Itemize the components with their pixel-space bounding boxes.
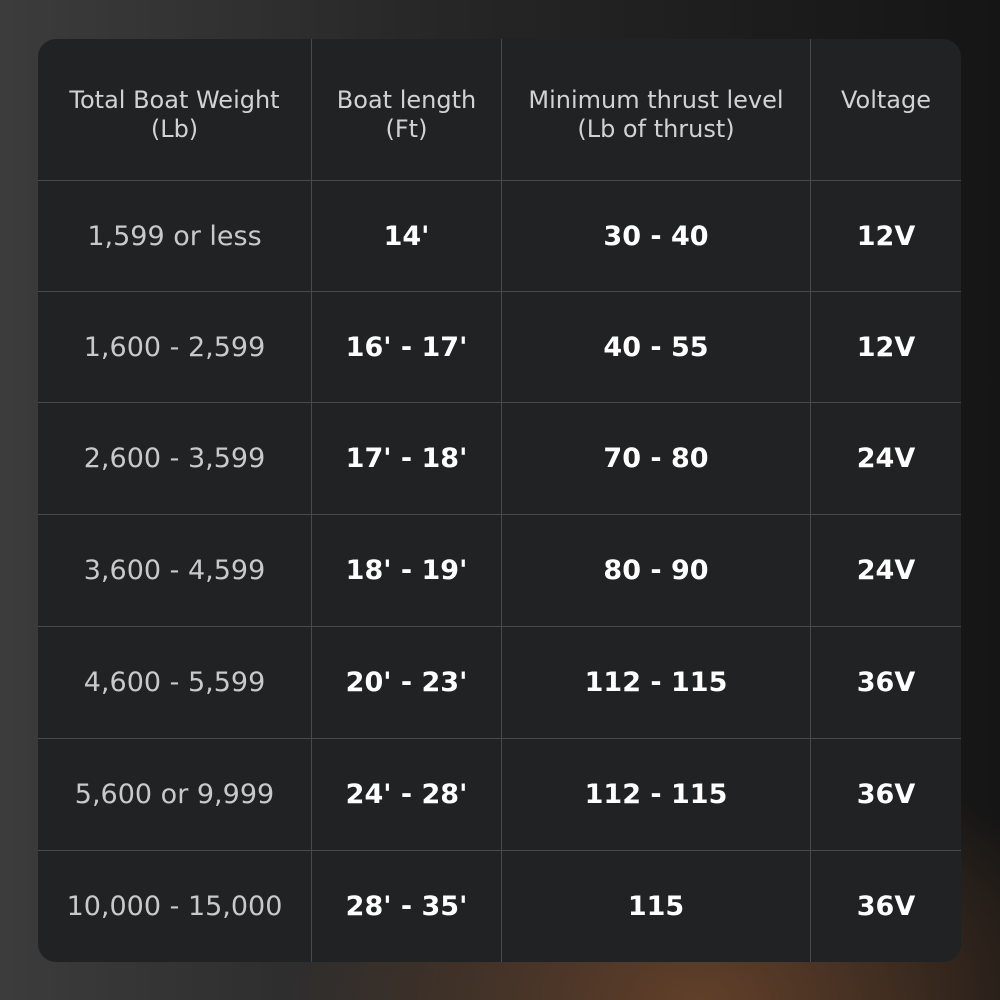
cell-text: 115 (627, 891, 685, 922)
cell-text: 20' - 23' (345, 667, 468, 698)
header-text: Boat length (336, 86, 477, 114)
table-cell: 20' - 23' (312, 627, 502, 739)
spec-table: Total Boat Weight (Lb) Boat length (Ft) Mini… (38, 39, 961, 962)
cell-text: 16' - 17' (345, 331, 468, 363)
table-cell: 10,000 - 15,000 (38, 851, 312, 962)
table-cell: 112 - 115 (502, 627, 811, 739)
table-cell: 115 (502, 851, 811, 962)
table-cell: 17' - 18' (312, 403, 502, 515)
table-cell: 36V (811, 851, 961, 962)
cell-text: 12V (856, 331, 916, 363)
table-cell: 1,599 or less (38, 181, 312, 292)
cell-text: 24V (856, 555, 916, 586)
table-cell: 4,600 - 5,599 (38, 627, 312, 739)
table-cell: 112 - 115 (502, 739, 811, 851)
table-cell: 36V (811, 739, 961, 851)
cell-text: 80 - 90 (603, 555, 709, 586)
header-text: (Lb of thrust) (577, 115, 735, 143)
table-cell: 12V (811, 181, 961, 292)
table-cell: 5,600 or 9,999 (38, 739, 312, 851)
table-cell: 18' - 19' (312, 515, 502, 627)
cell-text: 24' - 28' (345, 779, 468, 810)
table-cell: 16' - 17' (312, 292, 502, 403)
table-cell: 1,600 - 2,599 (38, 292, 312, 403)
header-cell: Boat length (Ft) (312, 39, 502, 181)
table-cell: 24V (811, 403, 961, 515)
cell-text: 40 - 55 (603, 331, 709, 363)
header-text: Minimum thrust level (528, 86, 784, 114)
cell-text: 14' (383, 220, 430, 252)
table-cell: 80 - 90 (502, 515, 811, 627)
cell-text: 5,600 or 9,999 (74, 779, 275, 810)
header-cell: Minimum thrust level (Lb of thrust) (502, 39, 811, 181)
cell-text: 36V (856, 667, 916, 698)
cell-text: 36V (856, 779, 916, 810)
cell-text: 112 - 115 (584, 667, 728, 698)
cell-text: 3,600 - 4,599 (83, 555, 266, 586)
cell-text: 70 - 80 (603, 443, 709, 474)
header-text: Total Boat Weight (69, 86, 280, 114)
cell-text: 4,600 - 5,599 (83, 667, 266, 698)
table-cell: 24V (811, 515, 961, 627)
table-cell: 70 - 80 (502, 403, 811, 515)
table-cell: 30 - 40 (502, 181, 811, 292)
cell-text: 30 - 40 (603, 220, 709, 252)
cell-text: 112 - 115 (584, 779, 728, 810)
header-text: (Ft) (385, 115, 428, 143)
cell-text: 36V (856, 891, 916, 922)
table-cell: 40 - 55 (502, 292, 811, 403)
cell-text: 12V (856, 220, 916, 252)
table-cell: 14' (312, 181, 502, 292)
table-cell: 36V (811, 627, 961, 739)
table-cell: 3,600 - 4,599 (38, 515, 312, 627)
table-cell: 24' - 28' (312, 739, 502, 851)
table-cell: 28' - 35' (312, 851, 502, 962)
cell-text: 24V (856, 443, 916, 474)
header-cell: Voltage (811, 39, 961, 181)
cell-text: 1,599 or less (87, 220, 262, 252)
table-cell: 12V (811, 292, 961, 403)
cell-text: 17' - 18' (345, 443, 468, 474)
cell-text: 18' - 19' (345, 555, 468, 586)
cell-text: 2,600 - 3,599 (83, 443, 266, 474)
cell-text: 10,000 - 15,000 (66, 891, 283, 922)
header-cell: Total Boat Weight (Lb) (38, 39, 312, 181)
cell-text: 28' - 35' (345, 891, 468, 922)
header-text: (Lb) (150, 115, 199, 143)
cell-text: 1,600 - 2,599 (83, 331, 266, 363)
table-cell: 2,600 - 3,599 (38, 403, 312, 515)
header-text: Voltage (840, 86, 932, 114)
